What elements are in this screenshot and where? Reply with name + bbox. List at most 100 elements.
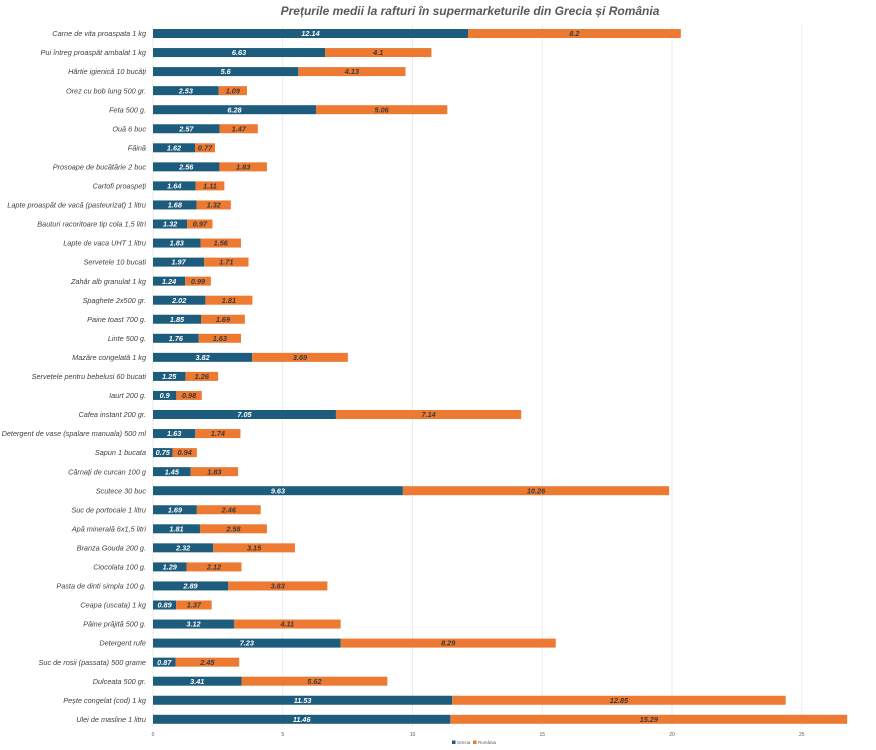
bar-romania [204, 257, 249, 267]
value-label-romania: 0.77 [198, 143, 213, 152]
bar-grecia [153, 562, 187, 572]
category-label: Ciocolata 100 g. [93, 563, 146, 572]
category-label: Cartofi proaspeți [92, 182, 146, 191]
value-label-romania: 1.83 [236, 162, 250, 171]
bar-grecia [153, 505, 197, 515]
bar-romania [176, 390, 202, 400]
bar-romania [176, 600, 212, 610]
value-label-romania: 1.74 [211, 429, 225, 438]
bar-grecia [153, 48, 326, 58]
bar-grecia [153, 219, 188, 229]
bar-romania [315, 105, 448, 115]
bar-romania [185, 276, 211, 286]
gridlines [152, 25, 803, 727]
value-label-grecia: 1.25 [162, 372, 177, 381]
bar-romania [198, 333, 241, 343]
bar-romania [199, 524, 267, 534]
bar-romania [402, 486, 670, 496]
bar-grecia [153, 695, 453, 705]
value-label-grecia: 2.89 [182, 582, 198, 591]
bar-romania [219, 162, 267, 172]
bar-grecia [153, 86, 219, 96]
value-label-romania: 12.85 [610, 696, 629, 705]
value-label-grecia: 3.82 [195, 353, 209, 362]
category-label: Pește congelat (cod) 1 kg [63, 696, 146, 705]
value-label-grecia: 0.9 [160, 391, 171, 400]
value-label-grecia: 1.81 [169, 524, 183, 533]
category-label: Ouă 6 buc [112, 124, 146, 133]
value-label-romania: 1.09 [226, 86, 241, 95]
value-label-romania: 2.58 [225, 524, 241, 533]
bar-grecia [153, 448, 173, 458]
value-label-grecia: 1.32 [163, 220, 177, 229]
value-label-grecia: 1.63 [167, 429, 181, 438]
value-label-grecia: 1.85 [170, 315, 185, 324]
value-label-romania: 1.32 [207, 201, 221, 210]
bar-grecia [153, 657, 176, 667]
value-label-romania: 4.1 [372, 48, 383, 57]
category-label: Apă minerală 6x1,5 litri [71, 524, 147, 533]
value-label-romania: 8.2 [569, 29, 579, 38]
bar-grecia [153, 352, 253, 362]
bar-grecia [153, 143, 196, 153]
value-label-romania: 0.97 [193, 220, 208, 229]
category-label: Pâine prăjită 500 g. [83, 620, 146, 629]
bar-romania [195, 429, 241, 439]
bar-grecia [153, 162, 220, 172]
bar-romania [213, 543, 295, 553]
legend-swatch-grecia [452, 740, 456, 744]
category-labels: Carne de vita proaspata 1 kg Pui întreg p… [2, 29, 147, 724]
bar-grecia [153, 581, 228, 591]
category-label: Detergent de vase (spalare manuala) 500 … [2, 429, 147, 438]
value-label-grecia: 1.45 [165, 467, 180, 476]
bar-grecia [153, 676, 242, 686]
bar-grecia [153, 105, 316, 115]
category-label: Orez cu bob lung 500 gr. [66, 86, 146, 95]
x-tick-label: 20 [669, 732, 675, 738]
value-label-grecia: 1.68 [168, 201, 183, 210]
bar-grecia [153, 524, 200, 534]
bar-grecia [153, 276, 186, 286]
value-label-grecia: 11.53 [294, 696, 312, 705]
value-label-romania: 1.47 [232, 124, 247, 133]
value-label-grecia: 2.53 [178, 86, 193, 95]
chart-title: Prețurile medii la rafturi în supermarke… [281, 4, 660, 18]
bar-grecia [153, 371, 186, 381]
legend-label-grecia: Grecia [457, 740, 471, 745]
value-label-grecia: 2.57 [178, 124, 194, 133]
bar-romania [219, 124, 258, 134]
bar-romania [452, 695, 786, 705]
value-label-romania: 1.81 [222, 296, 236, 305]
category-label: Ulei de masline 1 litru [76, 715, 146, 724]
bar-grecia [153, 333, 199, 343]
value-label-grecia: 1.24 [162, 277, 176, 286]
value-label-romania: 1.11 [203, 182, 217, 191]
category-label: Lapte proaspăt de vacă (pasteurizat) 1 l… [7, 201, 146, 210]
value-label-romania: 1.56 [214, 239, 229, 248]
category-label: Suc de rosii (passata) 500 grame [39, 658, 146, 667]
bar-grecia [153, 200, 197, 210]
category-label: Paine toast 700 g. [87, 315, 146, 324]
bar-grecia [153, 543, 214, 553]
bar-romania [200, 238, 241, 248]
bar-romania [186, 562, 242, 572]
category-label: Branza Gouda 200 g. [77, 543, 146, 552]
value-label-romania: 0.98 [182, 391, 197, 400]
value-label-romania: 2.12 [206, 563, 221, 572]
bar-grecia [153, 67, 299, 77]
bar-grecia [153, 486, 403, 496]
value-label-grecia: 1.83 [170, 239, 184, 248]
category-label: Servetele pentru bebelusi 60 bucati [32, 372, 147, 381]
value-label-romania: 3.83 [271, 582, 285, 591]
bar-romania [195, 181, 225, 191]
value-label-grecia: 11.46 [293, 715, 312, 724]
x-tick-label: 5 [281, 732, 284, 738]
value-label-grecia: 7.23 [240, 639, 254, 648]
bar-romania [196, 200, 231, 210]
value-label-grecia: 3.41 [190, 677, 204, 686]
bar-romania [298, 67, 406, 77]
category-label: Sapun 1 bucata [95, 448, 146, 457]
value-label-romania: 8.29 [441, 639, 456, 648]
category-label: Dulceata 500 gr. [93, 677, 146, 686]
